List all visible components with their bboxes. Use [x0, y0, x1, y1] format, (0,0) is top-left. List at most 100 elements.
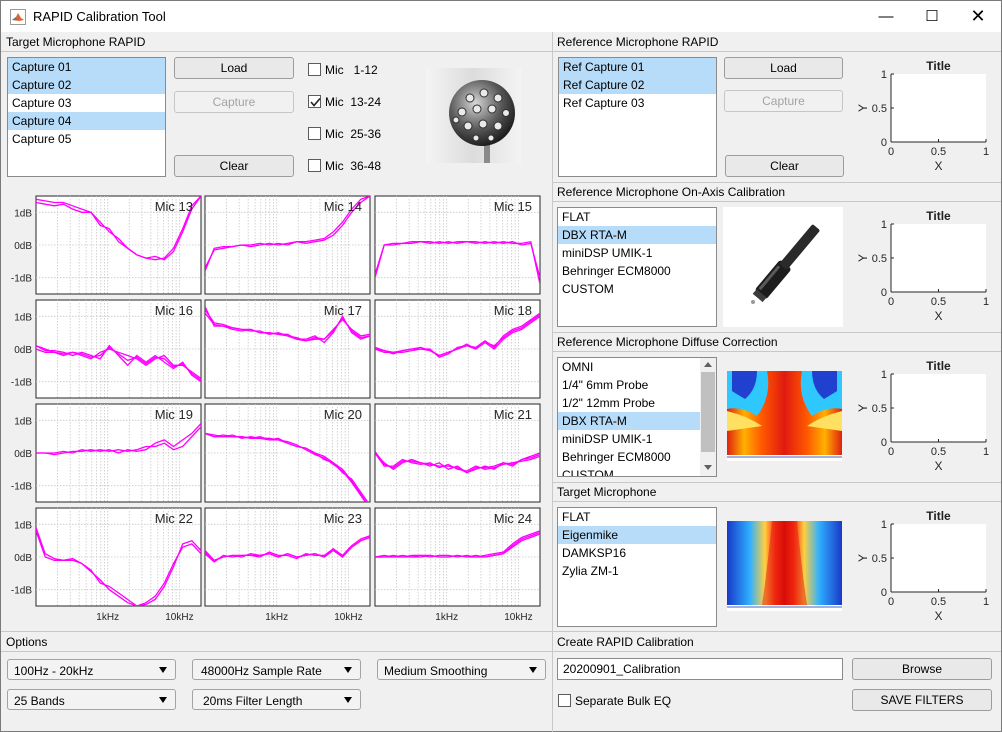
diffuse-item[interactable]: miniDSP UMIK-1 [562, 432, 653, 446]
calibration-name-field[interactable] [557, 658, 843, 680]
empty-plot: Title 0 0.5 1 0 0.5 1 X Y [856, 509, 989, 623]
reference-capture-item[interactable]: Ref Capture 03 [563, 96, 645, 110]
sample-rate-select[interactable]: 48000Hz Sample Rate [192, 659, 361, 680]
maximize-icon[interactable]: ☐ [925, 8, 939, 25]
mic-group-checkbox[interactable] [308, 159, 321, 172]
target-capture-item[interactable]: Capture 01 [8, 58, 165, 76]
diffuse-correction-list[interactable]: OMNI 1/4" 6mm Probe 1/2" 12mm Probe DBX RTA… [557, 357, 717, 477]
divider [553, 332, 1001, 333]
filter-length-select[interactable]: 20ms Filter Length [192, 689, 361, 710]
response-line [36, 423, 201, 456]
bands-select[interactable]: 25 Bands [7, 689, 176, 710]
mic-chart-title: Mic 21 [494, 407, 532, 422]
response-line [36, 527, 201, 606]
x-axis-label: X [934, 159, 942, 173]
targetmic-item[interactable]: Eigenmike [558, 526, 716, 544]
mic-group-checkbox[interactable] [308, 127, 321, 140]
response-line [375, 312, 540, 358]
scroll-down-icon[interactable] [704, 465, 712, 470]
scrollbar-thumb[interactable] [701, 372, 715, 452]
reference-capture-item[interactable]: Ref Capture 01 [559, 58, 716, 76]
response-line [375, 452, 540, 474]
x-tick-label: 1kHz [265, 612, 288, 623]
divider [553, 351, 1001, 352]
close-icon[interactable]: ✕ [970, 6, 986, 26]
x-tick-label: 0.5 [931, 596, 946, 608]
x-tick-label: 10kHz [504, 612, 532, 623]
response-line [375, 314, 540, 357]
target-capture-item[interactable]: Capture 04 [8, 112, 165, 130]
mic-group-checkbox[interactable] [308, 63, 321, 76]
target-capture-button[interactable]: Capture [174, 91, 294, 113]
y-tick-label: 1dB [14, 416, 32, 427]
minimize-icon[interactable]: — [878, 8, 894, 25]
plot-area [891, 374, 986, 442]
mic-chart-title: Mic 16 [155, 303, 193, 318]
targetmic-item[interactable]: FLAT [562, 510, 591, 524]
mic-chart-title: Mic 14 [324, 199, 362, 214]
targetmic-item[interactable]: DAMKSP16 [562, 546, 627, 560]
targetmic-item[interactable]: Zylia ZM-1 [562, 564, 619, 578]
target-microphone-list[interactable]: FLAT Eigenmike DAMKSP16 Zylia ZM-1 [557, 507, 717, 627]
freq-range-select[interactable]: 100Hz - 20kHz [7, 659, 176, 680]
separate-bulk-eq-label: Separate Bulk EQ [575, 694, 672, 708]
scroll-up-icon[interactable] [704, 362, 712, 367]
target-capture-item[interactable]: Capture 03 [12, 96, 72, 110]
separate-bulk-eq-checkbox[interactable] [558, 694, 571, 707]
mic-group-label: Mic 1-12 [325, 63, 378, 77]
reference-capture-item[interactable]: Ref Capture 02 [559, 76, 716, 94]
divider [553, 482, 1001, 483]
y-tick-label: 0 [881, 137, 887, 149]
x-tick-label: 1 [983, 296, 989, 308]
diffuse-item[interactable]: 1/2" 12mm Probe [562, 396, 655, 410]
reference-capture-list[interactable]: Ref Capture 01 Ref Capture 02 Ref Capture … [558, 57, 717, 177]
title-bar: RAPID Calibration Tool — ☐ ✕ [1, 1, 1001, 32]
browse-button[interactable]: Browse [852, 658, 992, 680]
mic-response-grid: Mic 13 1dB 0dB -1dB Mic 14 Mic 15 Mic 16 1dB 0dB… [11, 195, 541, 623]
target-clear-button[interactable]: Clear [174, 155, 294, 177]
plot-title: Title [926, 209, 951, 223]
diffuse-list-scrollbar[interactable] [700, 358, 716, 476]
y-tick-label: 1 [881, 369, 887, 381]
response-line [205, 432, 367, 502]
small-charts-column: Title 0 0.5 1 0 0.5 1 X Y Title 0 0.5 1 0 0.5 1 X Y Title 0… [856, 59, 989, 623]
response-line [375, 241, 540, 278]
mic-group-checkbox[interactable] [308, 95, 321, 108]
diffuse-item[interactable]: OMNI [562, 360, 594, 374]
onaxis-item[interactable]: DBX RTA-M [558, 226, 716, 244]
target-capture-item[interactable]: Capture 05 [12, 132, 72, 146]
plot-title: Title [926, 509, 951, 523]
onaxis-item[interactable]: FLAT [562, 210, 591, 224]
onaxis-item[interactable]: miniDSP UMIK-1 [562, 246, 653, 260]
reference-panel-title: Reference Microphone RAPID [557, 35, 719, 49]
reference-capture-button[interactable]: Capture [724, 90, 843, 112]
response-line [36, 196, 201, 261]
mic-group-label: Mic 36-48 [325, 159, 382, 173]
target-load-button[interactable]: Load [174, 57, 294, 79]
diffuse-item[interactable]: 1/4" 6mm Probe [562, 378, 649, 392]
y-axis-label: Y [856, 554, 870, 562]
plot-area [891, 224, 986, 292]
y-tick-label: 0dB [14, 241, 32, 252]
onaxis-item[interactable]: Behringer ECM8000 [562, 264, 671, 278]
y-tick-label: 1dB [14, 208, 32, 219]
checkmark-icon [310, 97, 321, 107]
chevron-down-icon [159, 697, 167, 703]
diffuse-item[interactable]: DBX RTA-M [558, 412, 716, 430]
mic-chart: Mic 18 [374, 299, 541, 399]
plot-title: Title [926, 59, 951, 73]
smoothing-select[interactable]: Medium Smoothing [377, 659, 546, 680]
target-directivity-heatmap [727, 521, 842, 611]
x-tick-label: 0.5 [931, 446, 946, 458]
mic-chart: Mic 14 [204, 195, 371, 295]
onaxis-calibration-list[interactable]: FLAT DBX RTA-M miniDSP UMIK-1 Behringer ECM… [557, 207, 717, 327]
calibration-name-input[interactable] [558, 659, 842, 679]
target-capture-list[interactable]: Capture 01 Capture 02 Capture 03 Capture 04… [7, 57, 166, 177]
diffuse-item[interactable]: Behringer ECM8000 [562, 450, 671, 464]
onaxis-item[interactable]: CUSTOM [562, 282, 614, 296]
target-capture-item[interactable]: Capture 02 [8, 76, 165, 94]
save-filters-button[interactable]: SAVE FILTERS [852, 689, 992, 711]
reference-load-button[interactable]: Load [724, 57, 843, 79]
diffuse-item[interactable]: CUSTOM [562, 468, 614, 477]
reference-clear-button[interactable]: Clear [725, 155, 844, 177]
